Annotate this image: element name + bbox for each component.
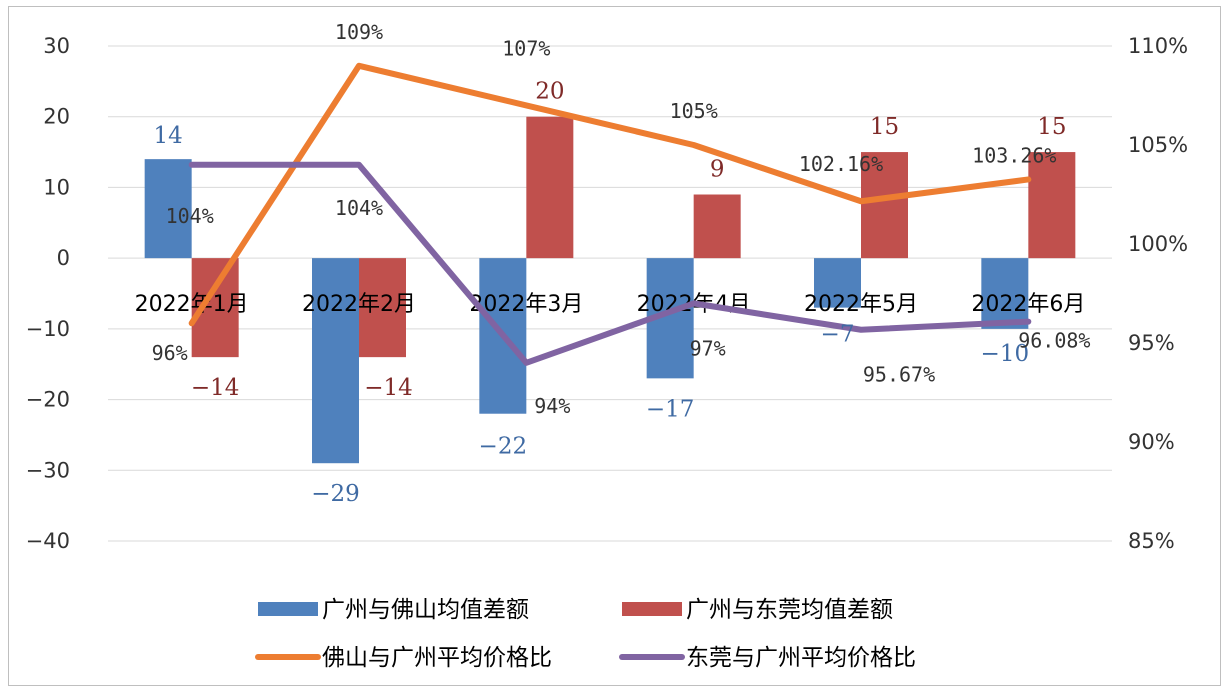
bar-data-label: −14 (364, 375, 413, 401)
line-data-label: 102.16% (799, 152, 883, 176)
bar-data-label: −22 (479, 434, 528, 460)
y-left-tick-label: 0 (57, 246, 70, 270)
legend-item: 东莞与广州平均价格比 (619, 645, 916, 671)
bar-data-label: −29 (311, 481, 360, 507)
y-right-tick-label: 105% (1128, 133, 1188, 157)
bar (814, 258, 861, 308)
y-right-tick-label: 90% (1128, 430, 1175, 454)
line-data-label: 107% (502, 36, 550, 60)
line-series-group (188, 62, 1032, 366)
bar (861, 152, 908, 259)
line-data-label: 96.08% (1018, 329, 1090, 353)
bar-series-2 (191, 116, 1076, 358)
y-right-tick-label: 85% (1128, 529, 1175, 553)
line-data-label: 97% (690, 336, 726, 360)
y-left-tick-label: −30 (26, 458, 70, 482)
bar-data-label: 20 (535, 79, 564, 105)
y-left-tick-label: 20 (43, 105, 70, 129)
bar-data-label: −7 (821, 322, 855, 348)
line-data-label: 94% (534, 394, 570, 418)
bar-data-label: 9 (710, 157, 725, 183)
line-data-label: 95.67% (863, 363, 935, 387)
y-right-tick-label: 95% (1128, 331, 1175, 355)
bar (312, 258, 359, 464)
bar (1028, 152, 1076, 259)
legend-label: 广州与佛山均值差额 (322, 597, 529, 623)
line-data-label: 109% (335, 20, 383, 44)
y-axis-left: 30 20 10 0 −10 −20 −30 −40 (26, 34, 70, 553)
bar-data-label: −17 (646, 396, 695, 422)
bar (144, 159, 192, 259)
bar-data-label: −10 (981, 341, 1030, 367)
line-series-2 (188, 161, 1032, 366)
bar-data-label: 15 (1037, 114, 1066, 140)
x-category-label: 2022年2月 (302, 292, 416, 317)
gridlines (108, 45, 1112, 542)
x-category-label: 2022年3月 (469, 292, 583, 317)
y-right-tick-label: 110% (1128, 34, 1188, 58)
legend-swatch (258, 602, 318, 616)
legend-item: 佛山与广州平均价格比 (255, 645, 552, 671)
line-data-label: 96% (152, 341, 188, 365)
y-right-tick-label: 100% (1128, 232, 1188, 256)
x-axis-categories: 2022年1月 2022年2月 2022年3月 2022年4月 2022年5月 2022年… (135, 292, 1086, 317)
bar (693, 194, 741, 259)
bar-data-label: 15 (870, 114, 899, 140)
bar (359, 258, 406, 358)
legend-label: 佛山与广州平均价格比 (322, 645, 552, 671)
bar-series-group (144, 116, 1076, 464)
y-left-tick-label: −20 (26, 388, 70, 412)
legend-swatch (622, 602, 682, 616)
y-axis-right: 110% 105% 100% 95% 90% 85% (1128, 34, 1188, 553)
line-data-label: 103.26% (972, 143, 1056, 167)
x-category-label: 2022年6月 (971, 292, 1085, 317)
bar (981, 258, 1029, 329)
x-category-label: 2022年1月 (135, 292, 249, 317)
x-category-label: 2022年5月 (804, 292, 918, 317)
line-data-labels: 96% 109% 107% 105% 102.16% 103.26% 104% 104% 94%… (152, 20, 1091, 418)
line-series-1 (188, 62, 1032, 327)
line-data-label: 104% (166, 204, 214, 228)
y-left-tick-label: 10 (43, 175, 70, 199)
y-left-tick-label: 30 (43, 34, 70, 58)
bar-data-label: −14 (191, 375, 240, 401)
line-data-label: 105% (670, 99, 718, 123)
legend-item: 广州与东莞均值差额 (622, 597, 893, 623)
line-data-label: 104% (335, 196, 383, 220)
legend-label: 广州与东莞均值差额 (686, 597, 893, 623)
bar-data-label: 14 (154, 123, 183, 149)
legend-label: 东莞与广州平均价格比 (686, 645, 916, 671)
bar-data-labels: 14 −29 −22 −17 −7 −10 −14 −14 20 9 15 15 (154, 79, 1067, 508)
bar (526, 116, 574, 259)
legend-item: 广州与佛山均值差额 (258, 597, 529, 623)
y-left-tick-label: −40 (26, 529, 70, 553)
y-left-tick-label: −10 (26, 317, 70, 341)
